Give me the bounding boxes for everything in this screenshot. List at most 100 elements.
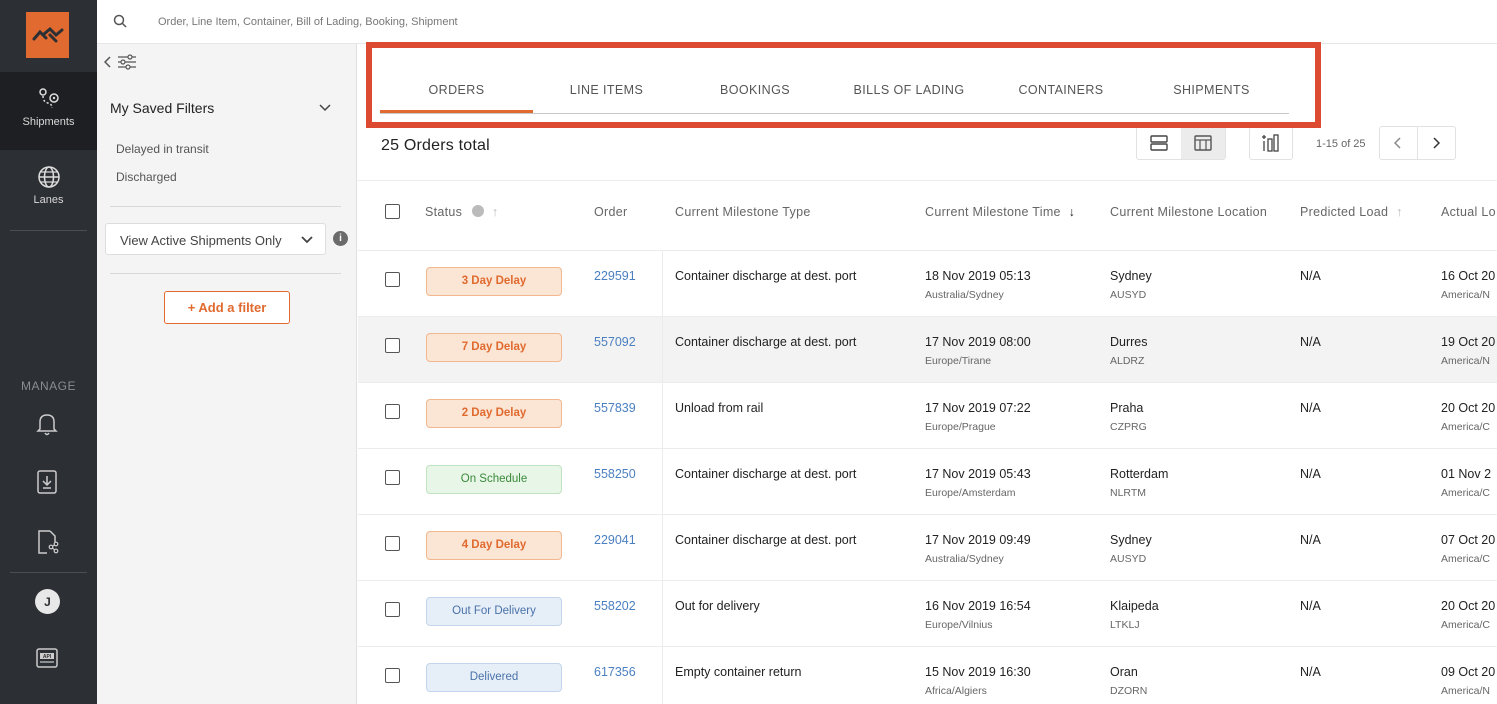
saved-filter-item[interactable]: Discharged [116,170,177,184]
global-search-bar[interactable]: Order, Line Item, Container, Bill of Lad… [97,0,1497,44]
api-icon-text: API [43,654,52,660]
table-row[interactable]: 3 Day Delay 229591 Container discharge a… [358,251,1497,317]
actual-load-timezone: America/N [1441,685,1491,697]
filter-divider [110,206,341,207]
chevron-down-icon[interactable] [319,104,331,112]
row-checkbox[interactable] [385,470,400,485]
sort-down-icon[interactable]: ↓ [1068,205,1076,219]
actual-load-timezone: America/C [1441,421,1491,433]
active-shipments-select[interactable]: View Active Shipments Only [105,223,326,255]
order-link[interactable]: 229041 [594,533,636,547]
tab-orders[interactable]: ORDERS [428,83,485,97]
row-checkbox[interactable] [385,338,400,353]
milestone-timezone: Africa/Algiers [925,685,987,697]
next-page-button[interactable] [1418,127,1456,159]
tab-line-items[interactable]: LINE ITEMS [569,83,644,97]
active-shipments-select-value: View Active Shipments Only [120,233,282,248]
collapse-filters-button[interactable] [104,54,138,70]
milestone-timezone: Australia/Sydney [925,553,1004,565]
location-code: LTKLJ [1110,619,1140,631]
order-link[interactable]: 558250 [594,467,636,481]
table-row[interactable]: 4 Day Delay 229041 Container discharge a… [358,515,1497,581]
tab-containers[interactable]: CONTAINERS [1018,83,1104,97]
milestone-timezone: Europe/Vilnius [925,619,993,631]
select-all-checkbox[interactable] [385,204,400,219]
actual-load-timezone: America/C [1441,487,1491,499]
row-checkbox[interactable] [385,668,400,683]
saved-filter-item[interactable]: Delayed in transit [116,142,209,156]
header-order[interactable]: Order [594,205,628,219]
main-content: ORDERS LINE ITEMS BOOKINGS BILLS OF LADI… [358,44,1497,704]
milestone-timezone: Australia/Sydney [925,289,1004,301]
notifications-bell-icon[interactable] [33,410,61,438]
table-row[interactable]: Out For Delivery 558202 Out for delivery… [358,581,1497,647]
app-logo[interactable] [26,12,69,58]
sort-up-icon[interactable]: ↑ [1396,205,1403,219]
add-filter-button[interactable]: + Add a filter [164,291,290,324]
status-badge: 4 Day Delay [426,531,562,560]
table-row[interactable]: Delivered 617356 Empty container return … [358,647,1497,704]
saved-filters-title[interactable]: My Saved Filters [110,100,215,116]
location-code: ALDRZ [1110,355,1145,367]
tab-bookings[interactable]: BOOKINGS [720,83,790,97]
actual-load: 20 Oct 20 [1441,599,1496,613]
row-checkbox[interactable] [385,404,400,419]
pagination-range: 1-15 of 25 [1316,138,1366,150]
header-milestone-type[interactable]: Current Milestone Type [675,205,811,219]
table-row[interactable]: 7 Day Delay 557092 Container discharge a… [358,317,1497,383]
location-code: AUSYD [1110,289,1147,301]
row-checkbox[interactable] [385,272,400,287]
user-avatar[interactable]: J [35,589,60,614]
prev-page-button[interactable] [1380,127,1418,159]
location-code: NLRTM [1110,487,1146,499]
table-row[interactable]: 2 Day Delay 557839 Unload from rail 17 N… [358,383,1497,449]
predicted-load: N/A [1300,401,1321,415]
milestone-timezone: Europe/Prague [925,421,996,433]
api-icon[interactable]: API [33,644,61,672]
header-milestone-location[interactable]: Current Milestone Location [1110,205,1268,219]
table-header: Status ↑ Order Current Milestone Type Cu… [358,180,1497,251]
tab-bills-of-lading[interactable]: BILLS OF LADING [853,83,965,97]
row-checkbox[interactable] [385,536,400,551]
table-view-icon[interactable] [1181,127,1225,159]
predicted-load: N/A [1300,467,1321,481]
order-link[interactable]: 558202 [594,599,636,613]
actual-load-timezone: America/C [1441,619,1491,631]
column-settings-icon[interactable] [1249,126,1293,160]
nav-shipments[interactable]: Shipments [0,72,97,150]
order-link[interactable]: 557092 [594,335,636,349]
column-divider [662,383,663,449]
list-view-icon[interactable] [1137,127,1181,159]
actual-load: 01 Nov 2 [1441,467,1492,481]
nav-lanes-label: Lanes [33,194,64,206]
header-predicted-load[interactable]: Predicted Load ↑ [1300,205,1403,219]
filter-divider [110,273,341,274]
header-milestone-time[interactable]: Current Milestone Time ↓ [925,205,1075,219]
actual-load: 07 Oct 20 [1441,533,1496,547]
row-checkbox[interactable] [385,602,400,617]
order-link[interactable]: 557839 [594,401,636,415]
status-badge: 2 Day Delay [426,399,562,428]
status-badge: Delivered [426,663,562,692]
table-row[interactable]: On Schedule 558250 Container discharge a… [358,449,1497,515]
search-input[interactable]: Order, Line Item, Container, Bill of Lad… [158,16,458,28]
sort-up-icon[interactable]: ↑ [491,205,499,219]
manage-label: MANAGE [20,379,76,393]
left-nav: Shipments Lanes MANAGE J API [0,0,97,704]
order-link[interactable]: 229591 [594,269,636,283]
order-link[interactable]: 617356 [594,665,636,679]
milestone-time: 18 Nov 2019 05:13 [925,269,1031,283]
chevron-left-icon [104,56,111,68]
download-report-icon[interactable] [33,468,61,496]
tab-shipments[interactable]: SHIPMENTS [1173,83,1250,97]
pagination-controls [1379,126,1456,160]
actual-load-timezone: America/N [1441,355,1491,367]
info-icon[interactable] [472,205,485,217]
nav-lanes[interactable]: Lanes [0,164,97,224]
header-status[interactable]: Status ↑ [425,205,498,219]
share-document-icon[interactable] [33,528,61,556]
info-icon[interactable]: i [333,231,348,246]
milestone-timezone: Europe/Tirane [925,355,992,367]
milestone-time: 15 Nov 2019 16:30 [925,665,1031,679]
header-actual-load[interactable]: Actual Lo [1441,205,1496,219]
